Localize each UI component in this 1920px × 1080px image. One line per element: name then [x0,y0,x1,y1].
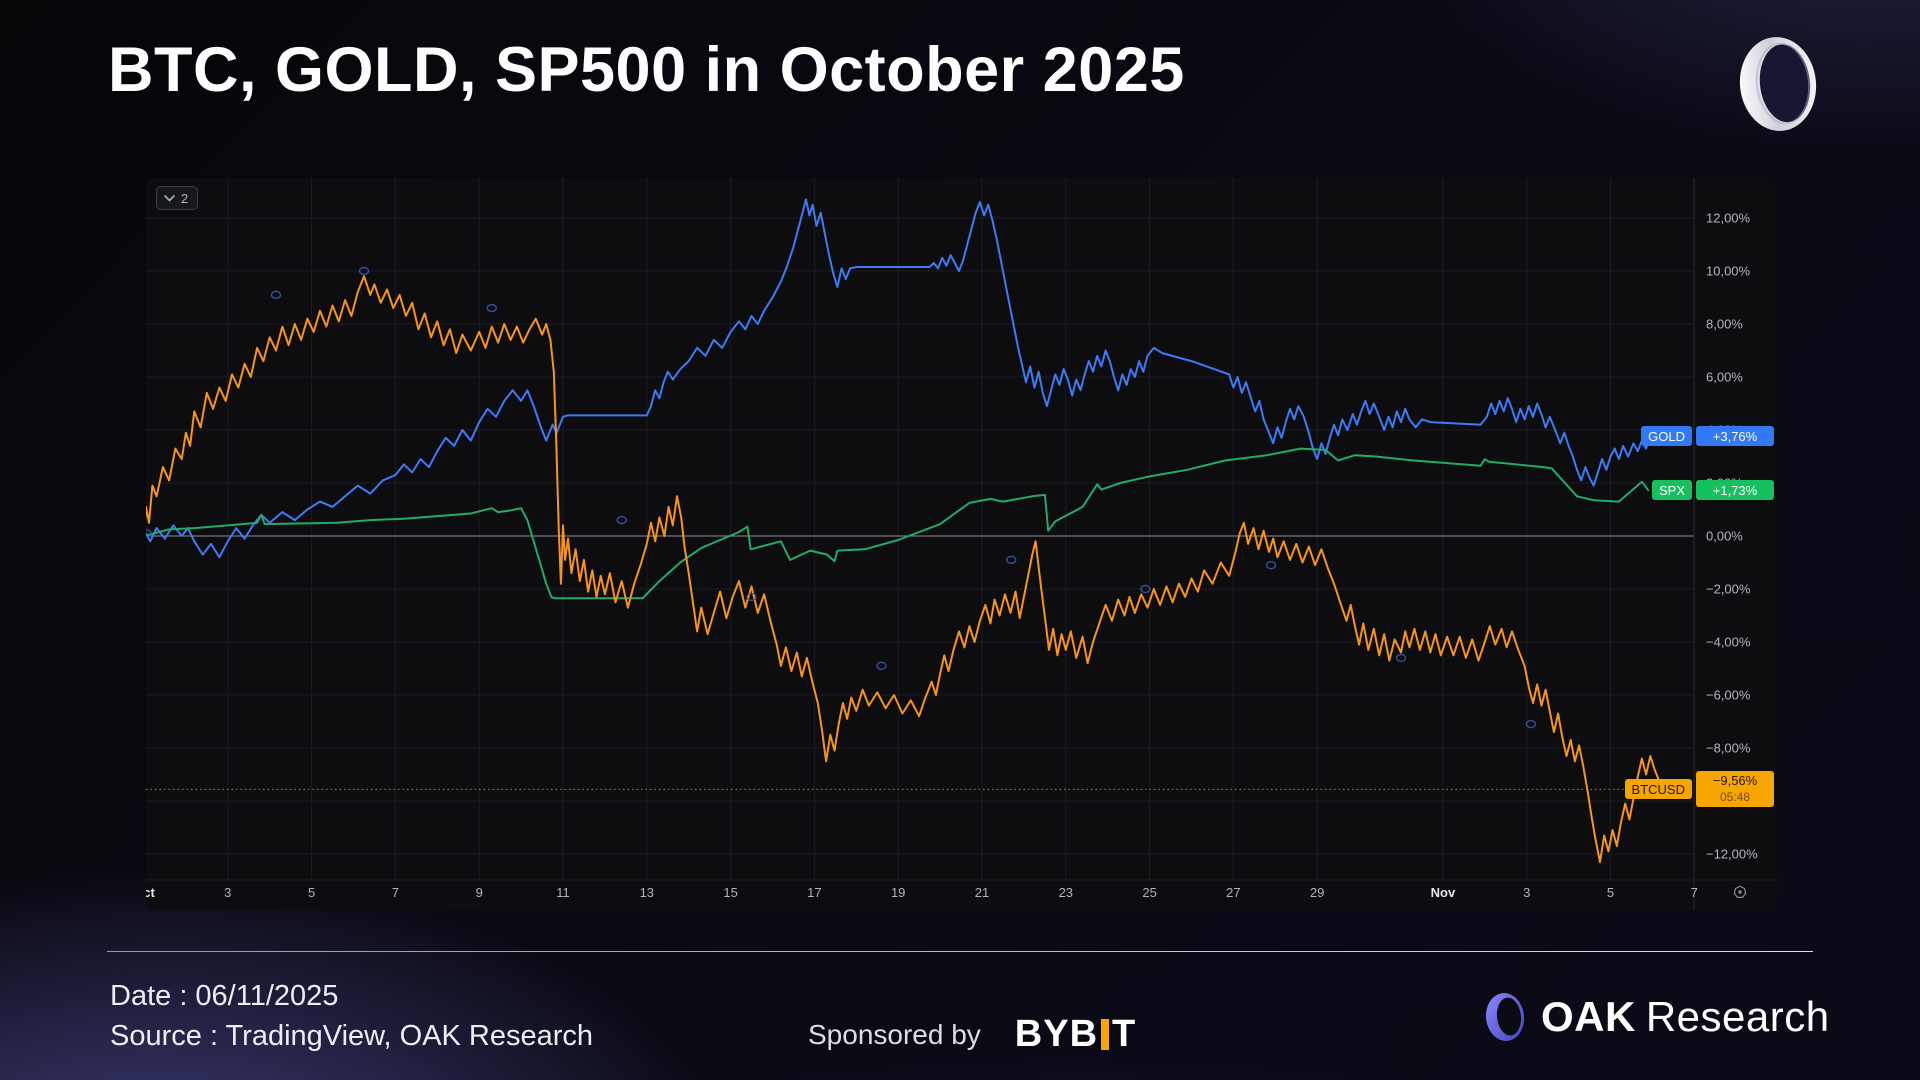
x-axis-label: 13 [640,885,654,900]
annotation-point-icon [1006,555,1017,565]
x-axis-label: 17 [807,885,821,900]
y-axis-label: 10,00% [1706,264,1751,279]
y-axis-label: 8,00% [1706,317,1743,332]
x-axis-label: 19 [891,885,905,900]
annotation-point-icon [1140,584,1151,594]
spx-symbol-text: SPX [1658,482,1685,498]
annotation-point-icon [1395,653,1407,663]
footer-divider [107,951,1813,952]
gold-price-label: +3,76% [1696,426,1774,447]
brand-name-bold: OAK [1541,993,1636,1040]
spx-price-label: +1,73% [1696,480,1774,501]
spx-price-text: +1,73% [1712,482,1758,498]
ring-icon [1739,37,1817,131]
date-label: Date : 06/11/2025 [110,980,339,1012]
spx-symbol-label: SPX [1651,480,1692,501]
gold-symbol-label: GOLD [1641,426,1692,447]
y-axis-label: 0,00% [1706,529,1743,544]
oak-research-logo: OAK Research [1481,988,1830,1046]
x-axis-label: 5 [1607,885,1614,900]
x-axis-label: 11 [556,885,570,900]
annotation-point-icon [146,529,152,538]
spx-series-line [146,447,1650,600]
page-title: BTC, GOLD, SP500 in October 2025 [108,35,1185,105]
y-axis-label: −8,00% [1706,741,1751,756]
x-axis-label: 29 [1310,885,1324,900]
gold-series-line [146,198,1662,559]
chevron-down-icon [164,194,175,202]
y-axis-label: −12,00% [1706,847,1758,862]
x-axis-label: 25 [1142,885,1156,900]
annotation-point-icon [270,290,282,300]
x-axis-label: 3 [1523,885,1530,900]
btcusd-symbol-label: BTCUSD [1624,779,1692,800]
sponsored-by-label: Sponsored by [808,1018,981,1050]
x-axis-label: 9 [476,885,483,900]
gold-price-text: +3,76% [1712,428,1758,444]
chart-plot-area: 12,00%10,00%8,00%6,00%4,00%2,00%0,00%−2,… [146,178,1778,910]
x-axis-label: 15 [723,885,737,900]
brand-name-light: Research [1645,993,1830,1040]
bybit-text-pre: BYB [1014,1013,1099,1055]
tradingview-chart: 12,00%10,00%8,00%6,00%4,00%2,00%0,00%−2,… [146,178,1778,910]
btcusd-price-label: −9,56% 05:48 [1696,771,1774,808]
timezone-settings-icon[interactable] [1732,884,1748,900]
x-axis-label: 21 [975,885,989,900]
annotation-point-icon [1265,560,1277,570]
x-axis-label: 3 [224,885,231,900]
legend-collapse-badge[interactable]: 2 [156,186,199,210]
x-axis-label: 27 [1226,885,1240,900]
bybit-logo: BYB T [1015,1013,1136,1056]
x-axis-label: 7 [392,885,399,900]
y-axis-label: 6,00% [1706,370,1743,385]
annotation-point-icon [746,592,757,602]
btcusd-symbol-text: BTCUSD [1631,781,1685,797]
annotation-point-icon [486,303,497,313]
btcusd-series-line [146,275,1664,863]
x-axis-label: 5 [308,885,315,900]
oak-ring-logo [1732,30,1824,138]
annotation-point-icon [1525,719,1537,729]
x-axis-label: Oct [146,885,156,900]
x-axis-label: Nov [1431,885,1456,900]
annotation-point-icon [876,661,887,671]
bybit-text-post: T [1112,1013,1137,1055]
bybit-i-bar [1101,1019,1110,1050]
gold-symbol-text: GOLD [1648,428,1685,444]
y-axis-label: −6,00% [1706,688,1751,703]
y-axis-label: −2,00% [1706,582,1751,597]
y-axis-label: 12,00% [1706,211,1751,226]
btcusd-countdown-text: 05:48 [1719,790,1751,805]
annotation-point-icon [358,266,370,276]
x-axis-label: 23 [1059,885,1073,900]
annotation-point-icon [616,515,627,525]
oak-ring-icon [1485,993,1525,1041]
source-label: Source : TradingView, OAK Research [110,1020,594,1052]
btcusd-price-text: −9,56% [1712,773,1758,789]
y-axis-label: −4,00% [1706,635,1751,650]
x-axis-label: 7 [1691,885,1698,900]
legend-hidden-count: 2 [181,190,189,206]
